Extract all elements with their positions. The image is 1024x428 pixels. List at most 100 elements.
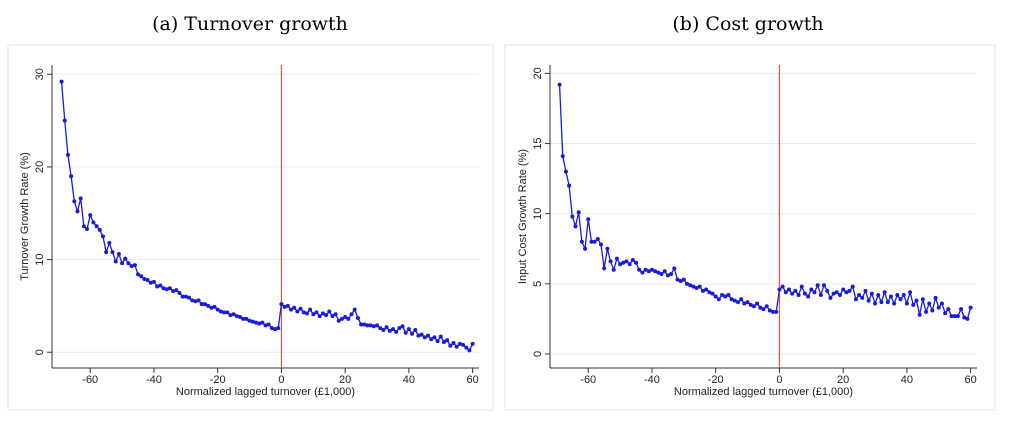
data-point: [231, 312, 236, 317]
data-point: [924, 309, 929, 314]
data-point: [422, 335, 427, 340]
data-point: [790, 291, 795, 296]
data-point: [704, 287, 709, 292]
x-tick-label: 20: [837, 374, 849, 386]
data-point: [394, 329, 399, 334]
data-point: [263, 323, 268, 328]
data-point: [441, 340, 446, 345]
data-point: [234, 314, 239, 319]
data-point: [174, 288, 179, 293]
data-point: [359, 322, 364, 327]
data-point: [904, 301, 909, 306]
data-point: [841, 287, 846, 292]
data-point: [308, 307, 313, 312]
data-point: [352, 307, 357, 312]
data-point: [123, 256, 128, 261]
data-point: [257, 321, 262, 326]
data-point: [716, 297, 721, 302]
data-point: [700, 288, 705, 293]
data-point: [828, 295, 833, 300]
data-point: [598, 242, 603, 247]
data-point: [285, 303, 290, 308]
data-point: [346, 316, 351, 321]
data-point: [879, 300, 884, 305]
data-point: [85, 227, 90, 232]
data-point: [132, 263, 137, 268]
data-point: [892, 301, 897, 306]
data-point: [771, 309, 776, 314]
data-point: [451, 340, 456, 345]
x-tick-label: 60: [467, 374, 479, 386]
data-point: [161, 286, 166, 291]
data-point: [786, 287, 791, 292]
data-point: [583, 246, 588, 251]
data-point: [72, 199, 77, 204]
data-point: [238, 315, 243, 320]
data-point: [834, 290, 839, 295]
data-point: [88, 213, 93, 218]
y-tick-label: 20: [532, 67, 544, 79]
data-point: [927, 301, 932, 306]
data-point: [69, 174, 74, 179]
data-point: [755, 301, 760, 306]
data-point: [729, 297, 734, 302]
data-point: [253, 320, 258, 325]
data-point: [330, 314, 335, 319]
data-point: [576, 210, 581, 215]
data-point: [196, 298, 201, 303]
data-point: [104, 250, 109, 255]
data-point: [678, 279, 683, 284]
data-point: [736, 300, 741, 305]
data-point: [653, 269, 658, 274]
y-tick-label: 15: [532, 137, 544, 149]
data-point: [218, 309, 223, 314]
data-point: [247, 318, 252, 323]
data-point: [949, 314, 954, 319]
data-point: [139, 274, 144, 279]
data-point: [142, 277, 147, 282]
data-point: [662, 269, 667, 274]
data-point: [723, 294, 728, 299]
x-tick-label: -40: [644, 374, 660, 386]
data-point: [761, 307, 766, 312]
data-point: [183, 294, 188, 299]
x-tick-label: 0: [776, 374, 782, 386]
data-point: [720, 293, 725, 298]
data-point: [844, 290, 849, 295]
data-point: [378, 326, 383, 331]
data-point: [895, 293, 900, 298]
data-point: [560, 154, 565, 159]
data-point: [586, 217, 591, 222]
data-point: [780, 284, 785, 289]
data-point: [933, 295, 938, 300]
data-point: [822, 283, 827, 288]
data-point: [467, 348, 472, 353]
data-point: [435, 339, 440, 344]
data-point: [853, 297, 858, 302]
data-point: [324, 313, 329, 318]
data-point: [697, 284, 702, 289]
data-point: [190, 298, 195, 303]
data-point: [930, 308, 935, 313]
y-tick-label: 30: [34, 68, 46, 80]
data-point: [333, 312, 338, 317]
data-point: [375, 323, 380, 328]
data-point: [748, 302, 753, 307]
data-point: [936, 305, 941, 310]
x-tick-label: 0: [278, 374, 284, 386]
data-point: [438, 334, 443, 339]
data-point: [279, 302, 284, 307]
data-point: [592, 239, 597, 244]
data-point: [327, 309, 332, 314]
data-point: [573, 224, 578, 229]
data-point: [713, 294, 718, 299]
data-point: [100, 234, 105, 239]
data-point: [825, 288, 830, 293]
data-point: [866, 298, 871, 303]
y-axis-label: Input Cost Growth Rate (%): [517, 149, 529, 284]
x-tick-label: 60: [965, 374, 977, 386]
data-point: [764, 304, 769, 309]
data-point: [681, 277, 686, 282]
data-point: [777, 287, 782, 292]
data-point: [793, 288, 798, 293]
